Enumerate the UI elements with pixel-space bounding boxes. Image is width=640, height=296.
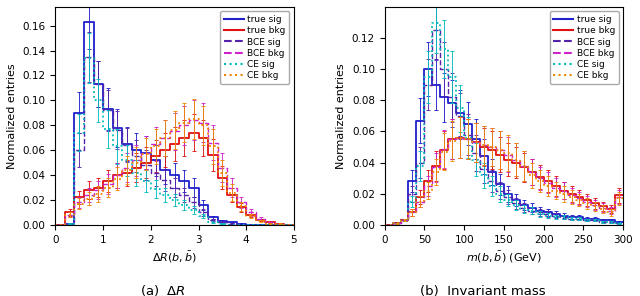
Legend: true sig, true bkg, BCE sig, BCE bkg, CE sig, CE bkg: true sig, true bkg, BCE sig, BCE bkg, CE… bbox=[220, 12, 289, 84]
Y-axis label: Normalized entries: Normalized entries bbox=[336, 63, 346, 169]
Text: (b)  Invariant mass: (b) Invariant mass bbox=[420, 284, 546, 296]
Legend: true sig, true bkg, BCE sig, BCE bkg, CE sig, CE bkg: true sig, true bkg, BCE sig, BCE bkg, CE… bbox=[550, 12, 619, 84]
X-axis label: $\Delta R(b, \bar{b})$: $\Delta R(b, \bar{b})$ bbox=[152, 250, 197, 266]
X-axis label: $m(b, \bar{b})$ (GeV): $m(b, \bar{b})$ (GeV) bbox=[466, 250, 542, 266]
Y-axis label: Normalized entries: Normalized entries bbox=[7, 63, 17, 169]
Text: (a)  $\Delta R$: (a) $\Delta R$ bbox=[140, 282, 186, 296]
